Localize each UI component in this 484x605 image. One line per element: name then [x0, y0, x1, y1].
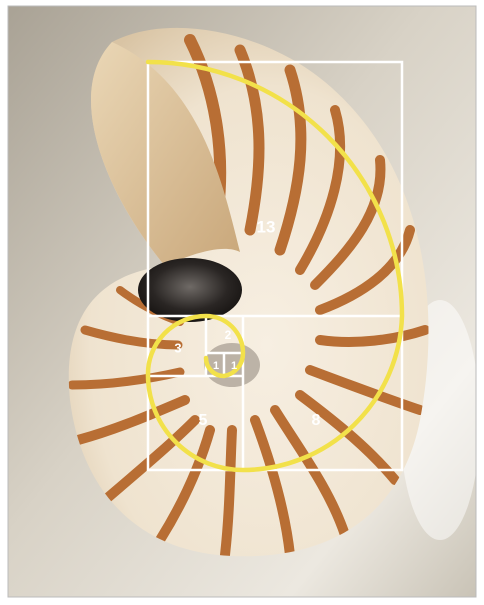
- page: 13 8 5 3 2 1 1 (() => { const data = JSO…: [0, 0, 484, 605]
- shell-opening: [138, 258, 242, 322]
- square-label: 5: [199, 412, 208, 429]
- square-label: 2: [225, 328, 232, 342]
- square-label: 1: [231, 360, 237, 372]
- square-label: 8: [312, 412, 321, 429]
- photo: 13 8 5 3 2 1 1: [0, 0, 484, 605]
- square-label: 3: [174, 340, 181, 355]
- square-label: 13: [257, 217, 276, 236]
- square-label: 1: [213, 360, 219, 372]
